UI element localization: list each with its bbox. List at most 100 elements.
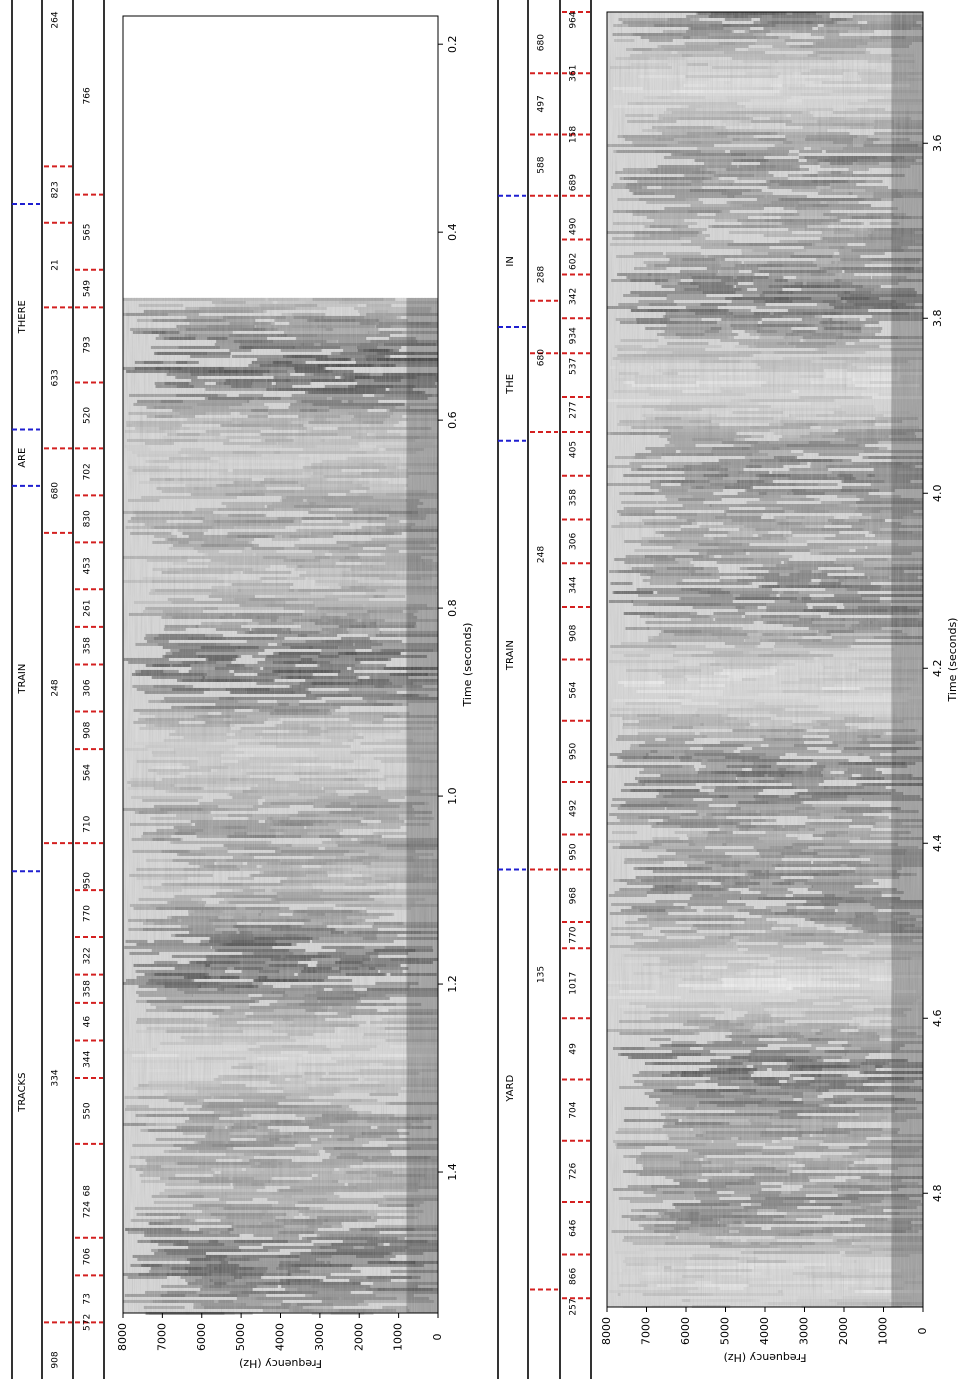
frequency-tick-label: 7000 bbox=[640, 1317, 653, 1345]
frequency-tick-label: 8000 bbox=[116, 1323, 129, 1351]
silence-region bbox=[123, 16, 438, 298]
low-tier-label: 908 bbox=[569, 624, 579, 641]
low-tier-label: 306 bbox=[83, 679, 93, 696]
low-tier-label: 724 bbox=[83, 1201, 93, 1218]
word-label: THERE bbox=[17, 300, 28, 334]
word-label: IN bbox=[505, 256, 516, 266]
word-label: TRACKS bbox=[17, 1073, 28, 1113]
low-tier-label: 964 bbox=[569, 11, 579, 28]
low-tier-label: 950 bbox=[569, 843, 579, 860]
mid-tier-label: 248 bbox=[537, 546, 547, 563]
mid-tier-label: 823 bbox=[51, 181, 61, 198]
mid-tier-label: 334 bbox=[51, 1069, 61, 1086]
low-tier-label: 950 bbox=[569, 743, 579, 760]
low-tier-label: 702 bbox=[83, 463, 93, 480]
mid-tier-label: 680 bbox=[51, 482, 61, 499]
time-tick-label: 0.4 bbox=[446, 223, 459, 241]
low-tier-label: 689 bbox=[569, 174, 579, 191]
low-tier-label: 492 bbox=[569, 800, 579, 817]
frequency-tick-label: 3000 bbox=[313, 1323, 326, 1351]
mid-tier-label: 248 bbox=[51, 679, 61, 696]
low-tier-label: 704 bbox=[569, 1101, 579, 1118]
low-tier-label: 322 bbox=[83, 947, 93, 964]
time-tick-label: 0.8 bbox=[446, 599, 459, 617]
time-tick-label: 4.4 bbox=[931, 835, 944, 853]
word-label: THE bbox=[505, 374, 516, 395]
low-tier-label: 564 bbox=[83, 764, 93, 781]
frequency-tick-label: 0 bbox=[431, 1334, 444, 1341]
low-tier-label: 766 bbox=[83, 87, 93, 104]
low-tier-label: 706 bbox=[83, 1248, 93, 1265]
low-tier-label: 770 bbox=[83, 905, 93, 922]
time-tick-label: 3.8 bbox=[931, 310, 944, 328]
word-label: YARD bbox=[505, 1075, 516, 1103]
low-tier-label: 770 bbox=[569, 926, 579, 943]
low-tier-label: 968 bbox=[569, 887, 579, 904]
mid-tier-label: 288 bbox=[537, 266, 547, 283]
low-tier-label: 490 bbox=[569, 218, 579, 235]
time-tick-label: 0.2 bbox=[446, 35, 459, 53]
low-tier-label: 158 bbox=[569, 126, 579, 143]
low-tier-label: 344 bbox=[83, 1050, 93, 1067]
low-tier-label: 564 bbox=[569, 681, 579, 698]
spectrogram-panel-2 bbox=[497, 0, 928, 1379]
word-label: ARE bbox=[17, 448, 28, 468]
word-label: TRAIN bbox=[505, 640, 516, 671]
low-tier-label: 277 bbox=[569, 402, 579, 419]
frequency-tick-label: 3000 bbox=[798, 1317, 811, 1345]
frequency-axis-label: Frequency (Hz) bbox=[239, 1357, 322, 1370]
low-tier-label: 1017 bbox=[569, 972, 579, 995]
time-axis-label: Time (seconds) bbox=[461, 623, 474, 708]
mid-tier-label: 588 bbox=[537, 156, 547, 173]
low-tier-label: 257 bbox=[569, 1298, 579, 1315]
time-tick-label: 1.2 bbox=[446, 975, 459, 993]
frequency-tick-label: 7000 bbox=[155, 1323, 168, 1351]
low-tier-label: 950 bbox=[83, 872, 93, 889]
frequency-tick-label: 2000 bbox=[352, 1323, 365, 1351]
low-tier-label: 358 bbox=[83, 637, 93, 654]
frequency-tick-label: 6000 bbox=[679, 1317, 692, 1345]
frequency-tick-label: 4000 bbox=[758, 1317, 771, 1345]
time-axis-label: Time (seconds) bbox=[946, 618, 959, 703]
frequency-tick-label: 1000 bbox=[877, 1317, 890, 1345]
mid-tier-label: 497 bbox=[537, 95, 547, 112]
low-tier-label: 934 bbox=[569, 327, 579, 344]
low-tier-label: 361 bbox=[569, 65, 579, 82]
word-label: TRAIN bbox=[17, 664, 28, 695]
low-tier-label: 49 bbox=[569, 1043, 579, 1055]
mid-tier-label: 908 bbox=[51, 1351, 61, 1368]
low-tier-label: 572 bbox=[83, 1314, 93, 1331]
spectrogram-grain bbox=[607, 12, 923, 1307]
low-tier-label: 565 bbox=[83, 224, 93, 241]
low-tier-label: 537 bbox=[569, 358, 579, 375]
low-tier-label: 710 bbox=[83, 815, 93, 832]
mid-tier-label: 135 bbox=[537, 966, 547, 983]
time-tick-label: 0.6 bbox=[446, 411, 459, 429]
low-tier-label: 549 bbox=[83, 280, 93, 297]
low-tier-label: 726 bbox=[569, 1163, 579, 1180]
mid-tier-label: 680 bbox=[537, 34, 547, 51]
low-tier-label: 46 bbox=[83, 1016, 93, 1028]
time-tick-label: 4.8 bbox=[931, 1185, 944, 1203]
time-tick-label: 1.4 bbox=[446, 1163, 459, 1181]
time-tick-label: 4.0 bbox=[931, 485, 944, 503]
low-tier-label: 342 bbox=[569, 288, 579, 305]
spectrogram-grain bbox=[123, 297, 438, 1313]
frequency-tick-label: 6000 bbox=[195, 1323, 208, 1351]
frequency-axis-label: Frequency (Hz) bbox=[724, 1351, 807, 1364]
low-tier-label: 68 bbox=[83, 1185, 93, 1197]
low-tier-label: 908 bbox=[83, 721, 93, 738]
frequency-tick-label: 1000 bbox=[392, 1323, 405, 1351]
low-tier-label: 550 bbox=[83, 1102, 93, 1119]
low-tier-label: 520 bbox=[83, 407, 93, 424]
frequency-tick-label: 4000 bbox=[274, 1323, 287, 1351]
low-tier-label: 405 bbox=[569, 441, 579, 458]
low-tier-label: 793 bbox=[83, 336, 93, 353]
spectrogram-panel-1 bbox=[11, 0, 443, 1379]
time-tick-label: 3.6 bbox=[931, 135, 944, 153]
mid-tier-label: 633 bbox=[51, 369, 61, 386]
low-tier-label: 344 bbox=[569, 576, 579, 593]
low-tier-label: 646 bbox=[569, 1219, 579, 1236]
low-tier-label: 358 bbox=[83, 980, 93, 997]
low-tier-label: 453 bbox=[83, 557, 93, 574]
